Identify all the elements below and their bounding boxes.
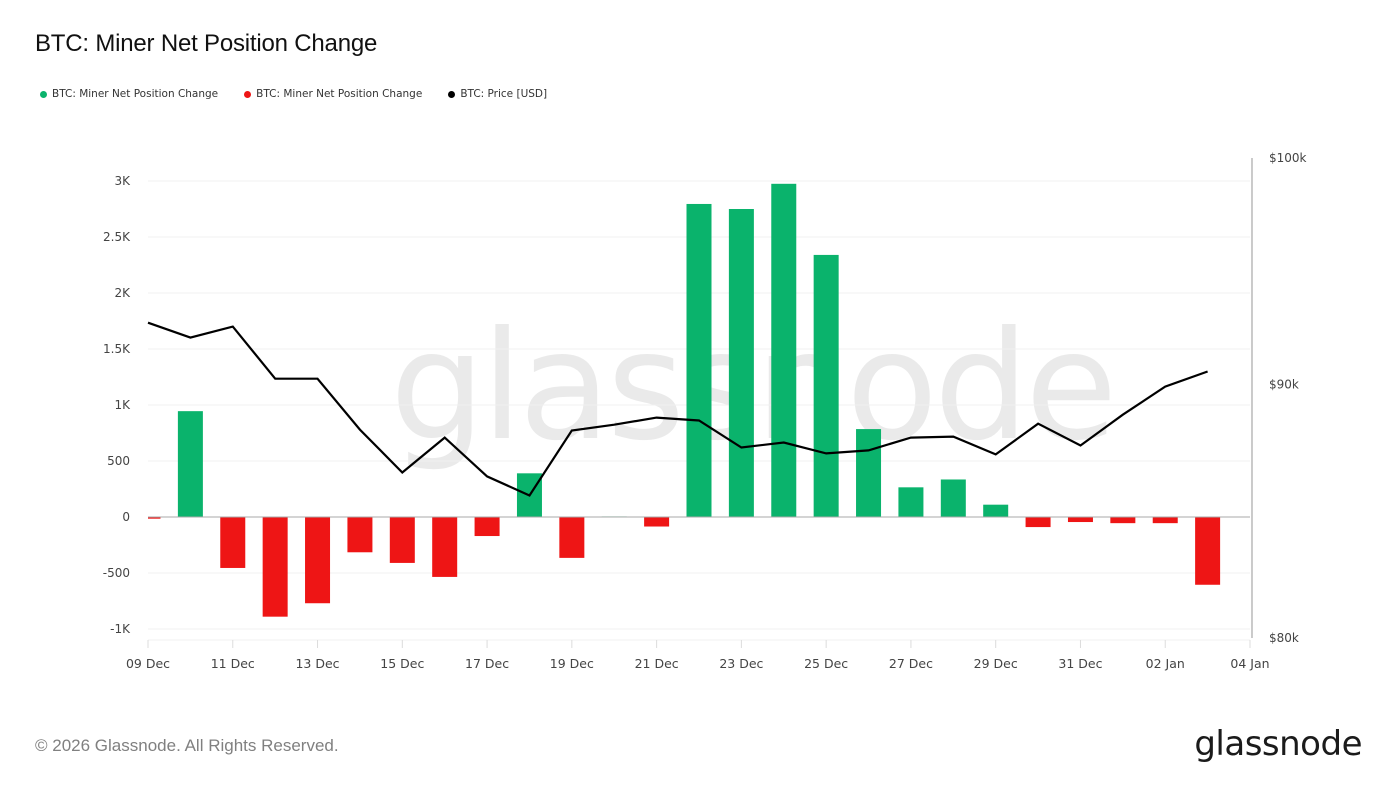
bar[interactable] [728, 209, 754, 517]
axis-labels: 3K 2.5K 2K 1.5K 1K 500 0 -500 -1K 09 Dec 11 Dec 13 … [103, 151, 1307, 671]
x-tick-label: 09 Dec [126, 656, 170, 671]
y-left-tick-label: 1K [114, 398, 131, 412]
x-tick-label: 02 Jan [1146, 656, 1185, 671]
chart-title: BTC: Miner Net Position Change [35, 30, 378, 57]
bar[interactable] [1025, 517, 1051, 528]
x-tick-label: 13 Dec [295, 656, 339, 671]
y-left-tick-label: 2K [114, 286, 131, 300]
y-left-tick-label: 0 [122, 510, 130, 524]
y-left-tick-label: -500 [103, 566, 130, 580]
bar[interactable] [474, 517, 500, 537]
legend-item-negative[interactable]: BTC: Miner Net Position Change [244, 88, 422, 100]
bar[interactable] [644, 517, 670, 527]
bar[interactable] [1067, 517, 1093, 523]
y-left-tick-label: 2.5K [103, 230, 131, 244]
chart-legend: BTC: Miner Net Position Change BTC: Mine… [40, 88, 547, 100]
x-tick-label: 19 Dec [550, 656, 594, 671]
bar[interactable] [220, 517, 246, 568]
legend-label: BTC: Price [USD] [460, 88, 548, 100]
bar[interactable] [1195, 517, 1221, 585]
glassnode-logo: glassnode [1194, 724, 1362, 764]
legend-dot-red-icon [244, 90, 252, 98]
legend-dot-green-icon [40, 90, 47, 98]
x-tick-label: 17 Dec [465, 656, 509, 671]
legend-item-positive[interactable]: BTC: Miner Net Position Change [40, 88, 218, 100]
legend-label: BTC: Miner Net Position Change [52, 88, 219, 100]
price-line-series [147, 321, 1208, 497]
bar[interactable] [1110, 517, 1136, 524]
bar[interactable] [898, 487, 924, 517]
copyright-text: © 2026 Glassnode. All Rights Reserved. [35, 736, 339, 755]
bar[interactable] [856, 429, 882, 517]
x-tick-label: 15 Dec [380, 656, 424, 671]
bar[interactable] [813, 254, 839, 518]
legend-item-price[interactable]: BTC: Price [USD] [448, 88, 547, 100]
bar[interactable] [389, 517, 415, 563]
bar-series [148, 183, 1221, 617]
bar[interactable] [305, 517, 331, 604]
y-left-tick-label: 3K [114, 174, 131, 188]
axes [147, 158, 1253, 648]
x-tick-label: 04 Jan [1230, 656, 1269, 671]
y-right-tick-label: $90k [1269, 378, 1299, 392]
y-right-tick-label: $100k [1269, 151, 1307, 165]
bar[interactable] [432, 517, 458, 577]
x-tick-label: 11 Dec [211, 656, 255, 671]
bar[interactable] [177, 411, 203, 517]
y-left-tick-label: 1.5K [103, 342, 131, 356]
bar[interactable] [983, 504, 1009, 517]
x-tick-label: 23 Dec [719, 656, 763, 671]
bar[interactable] [686, 203, 712, 517]
legend-label: BTC: Miner Net Position Change [256, 88, 423, 100]
x-tick-label: 27 Dec [889, 656, 933, 671]
y-right-tick-label: $80k [1269, 631, 1299, 645]
y-left-tick-label: -1K [110, 622, 131, 636]
y-left-tick-label: 500 [107, 454, 130, 468]
x-tick-label: 21 Dec [635, 656, 679, 671]
bar[interactable] [148, 517, 161, 519]
bar[interactable] [1152, 517, 1178, 524]
bar[interactable] [940, 479, 966, 517]
x-tick-label: 31 Dec [1058, 656, 1102, 671]
legend-dot-black-icon [448, 90, 456, 98]
price-line[interactable] [147, 321, 1208, 497]
x-tick-label: 25 Dec [804, 656, 848, 671]
bar[interactable] [559, 517, 585, 558]
bar[interactable] [771, 183, 797, 518]
x-tick-label: 29 Dec [974, 656, 1018, 671]
bar[interactable] [262, 517, 288, 617]
bar[interactable] [347, 517, 373, 553]
